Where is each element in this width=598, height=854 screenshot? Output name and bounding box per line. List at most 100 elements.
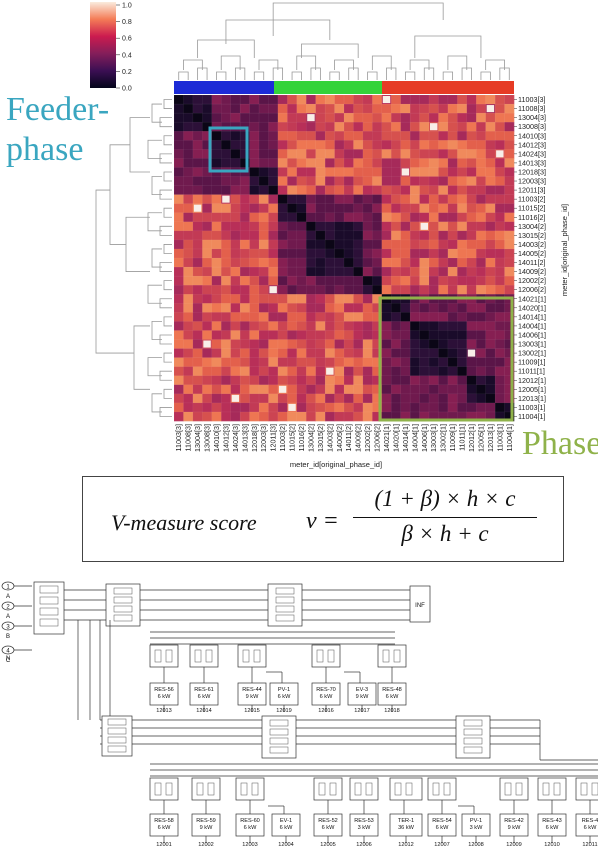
- heatmap-cell: [277, 258, 288, 268]
- heatmap-cell: [334, 411, 345, 422]
- breaker: [463, 728, 483, 736]
- heatmap-cell: [391, 330, 401, 340]
- heatmap-cell: [410, 230, 420, 241]
- heatmap-cell: [419, 131, 430, 141]
- heatmap-cell: [306, 402, 316, 413]
- heatmap-cell: [174, 312, 184, 322]
- heatmap-cell: [410, 348, 420, 358]
- heatmap-cell: [466, 330, 477, 340]
- heatmap-cell: [259, 411, 269, 422]
- heatmap-cell: [495, 393, 505, 404]
- heatmap-cell: [287, 366, 298, 377]
- heatmap-cell: [457, 411, 468, 422]
- heatmap-cell: [306, 258, 316, 268]
- heatmap-cell: [306, 393, 316, 404]
- heatmap-cell: [466, 203, 477, 214]
- heatmap-cell: [287, 267, 298, 277]
- heatmap-cell: [277, 167, 288, 177]
- heatmap-cell: [353, 411, 364, 422]
- heatmap-cell: [504, 113, 515, 123]
- heatmap-cell: [476, 212, 486, 223]
- heatmap-cell: [230, 149, 241, 159]
- breaker: [463, 737, 483, 745]
- heatmap-cell: [183, 176, 194, 186]
- dendro-link: [163, 316, 172, 327]
- heatmap-cell: [391, 167, 401, 177]
- breaker: [107, 727, 127, 735]
- colorbar-tick-label: 0.2: [122, 69, 132, 76]
- heatmap-cell: [240, 113, 250, 123]
- heatmap-cell: [504, 285, 515, 295]
- heatmap-cell: [192, 104, 203, 114]
- heatmap-cell: [192, 267, 203, 277]
- heatmap-cell: [249, 339, 260, 349]
- heatmap-cell: [438, 248, 449, 259]
- heatmap-cell-high: [430, 123, 438, 131]
- load-switch: [235, 777, 265, 801]
- heatmap-cell: [325, 176, 335, 186]
- heatmap-cell: [419, 384, 430, 395]
- inf-block: [409, 585, 431, 623]
- heatmap-cell: [249, 303, 260, 313]
- heatmap-cell: [457, 402, 468, 413]
- heatmap-cell: [476, 411, 486, 422]
- heatmap-cell: [249, 239, 260, 250]
- heatmap-cell: [353, 402, 364, 413]
- heatmap-cell: [419, 212, 430, 223]
- heatmap-cell: [504, 185, 515, 195]
- heatmap-cell: [466, 149, 477, 159]
- heatmap-cell: [391, 203, 401, 214]
- heatmap-cell: [353, 303, 364, 313]
- load-name: RES-58: [154, 818, 174, 824]
- heatmap-cell: [429, 194, 439, 204]
- heatmap-cell: [504, 230, 515, 241]
- heatmap-cell: [429, 312, 439, 322]
- heatmap-cell: [277, 411, 288, 422]
- heatmap-cell: [429, 330, 439, 340]
- heatmap-cell: [202, 402, 213, 413]
- heatmap-cell: [202, 384, 213, 395]
- heatmap-cell: [268, 330, 279, 340]
- row-label: 13002[1]: [518, 349, 546, 358]
- heatmap-cell: [400, 312, 411, 322]
- breaker: [275, 614, 295, 622]
- heatmap-cell: [202, 194, 213, 204]
- heatmap-cell: [391, 176, 401, 186]
- heatmap-cell: [419, 122, 430, 132]
- heatmap-cell: [325, 384, 335, 395]
- heatmap-cell: [325, 258, 335, 268]
- heatmap-cell: [400, 239, 411, 250]
- switch: [394, 782, 402, 796]
- heatmap-cell: [183, 185, 194, 195]
- heatmap-cell: [381, 375, 392, 386]
- heatmap-cell: [410, 104, 420, 114]
- heatmap-cell: [211, 312, 222, 322]
- switch: [207, 782, 215, 796]
- dendro-link: [485, 59, 505, 70]
- heatmap-cell: [249, 113, 260, 123]
- heatmap-cell: [192, 140, 203, 150]
- row-label: 14024[3]: [518, 149, 546, 158]
- breaker: [107, 718, 127, 726]
- breaker: [39, 585, 59, 594]
- heatmap-cell: [476, 95, 486, 105]
- heatmap-cell: [249, 294, 260, 304]
- heatmap-cell: [192, 384, 203, 395]
- heatmap-cell: [325, 312, 335, 322]
- load-power: 9 kW: [508, 825, 521, 831]
- heatmap-cell: [287, 131, 298, 141]
- heatmap-cell: [457, 212, 468, 223]
- heatmap-cell: [192, 312, 203, 322]
- dendro-link: [404, 71, 416, 80]
- heatmap-cell: [221, 176, 231, 186]
- col-label: 14010[3]: [212, 424, 221, 452]
- load-power: 6 kW: [158, 825, 171, 831]
- heatmap-cell: [259, 113, 269, 123]
- heatmap-cell: [221, 366, 231, 377]
- heatmap-cell: [410, 285, 420, 295]
- heatmap-cell: [372, 194, 383, 204]
- heatmap-cell: [457, 258, 468, 268]
- heatmap-cell: [381, 402, 392, 413]
- heatmap-cell: [400, 366, 411, 377]
- load-id: 12018: [384, 708, 400, 714]
